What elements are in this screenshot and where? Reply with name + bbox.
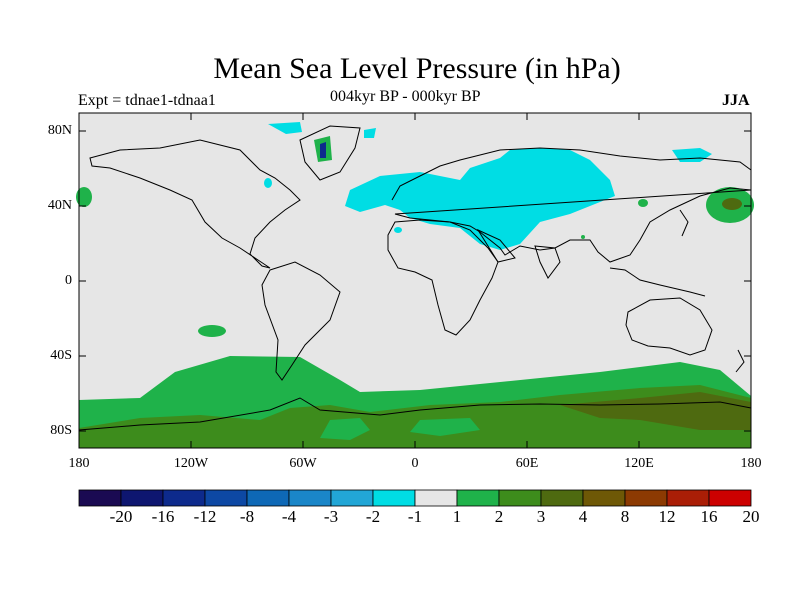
colorbar-box-6	[330, 489, 374, 507]
colorbar-label: -16	[151, 507, 175, 526]
colorbar-box-7	[372, 489, 416, 507]
season-label: JJA	[722, 92, 750, 109]
lat-label-0: 0	[65, 273, 72, 288]
colorbar-label: 8	[620, 507, 630, 526]
map-subtitle: 004kyr BP - 000kyr BP	[330, 88, 481, 105]
colorbar-box-11	[540, 489, 584, 507]
colorbar-box-5	[288, 489, 332, 507]
lon-label-60e: 60E	[515, 456, 539, 471]
lon-label-60w: 60W	[289, 456, 317, 471]
colorbar-box-4	[246, 489, 290, 507]
lat-label-40n: 40N	[47, 198, 72, 213]
lat-label-80s: 80S	[50, 423, 72, 438]
colorbar-label: 4	[578, 507, 588, 526]
colorbar-box-15	[708, 489, 752, 507]
map-title: Mean Sea Level Pressure (in hPa)	[213, 52, 621, 85]
colorbar-label: 1	[452, 507, 462, 526]
colorbar-label: 12	[658, 507, 676, 526]
colorbar-label: 16	[700, 507, 718, 526]
colorbar-box-0	[78, 489, 122, 507]
experiment-label: Expt = tdnae1-tdnaa1	[78, 92, 216, 109]
colorbar-box-1	[120, 489, 164, 507]
colorbar-label: -12	[193, 507, 217, 526]
colorbar-box-14	[666, 489, 710, 507]
colorbar-label: -1	[407, 507, 423, 526]
lon-label-180e: 180	[740, 456, 762, 471]
colorbar-label: 20	[742, 507, 760, 526]
colorbar-box-9	[456, 489, 500, 507]
colorbar-label: -3	[323, 507, 339, 526]
southern-anomaly-fields	[79, 325, 751, 448]
coastlines	[78, 125, 752, 431]
colorbar-box-3	[204, 489, 248, 507]
colorbar-label: -2	[365, 507, 381, 526]
colorbar-label: 2	[494, 507, 504, 526]
colorbar-label: -4	[281, 507, 297, 526]
colorbar-box-10	[498, 489, 542, 507]
colorbar-label: 3	[536, 507, 546, 526]
colorbar-box-12	[582, 489, 626, 507]
lat-label-80n: 80N	[47, 123, 72, 138]
lon-label-120e: 120E	[624, 456, 654, 471]
lon-label-180w: 180	[68, 456, 90, 471]
lon-label-120w: 120W	[173, 456, 209, 471]
colorbar-label: -20	[109, 507, 133, 526]
lat-label-40s: 40S	[50, 348, 72, 363]
colorbar-box-13	[624, 489, 668, 507]
colorbar-box-8	[414, 489, 458, 507]
lon-label-0: 0	[411, 456, 419, 471]
colorbar-box-2	[162, 489, 206, 507]
colorbar-label: -8	[239, 507, 255, 526]
colorbar	[78, 489, 752, 507]
axis-ticks	[78, 113, 752, 448]
